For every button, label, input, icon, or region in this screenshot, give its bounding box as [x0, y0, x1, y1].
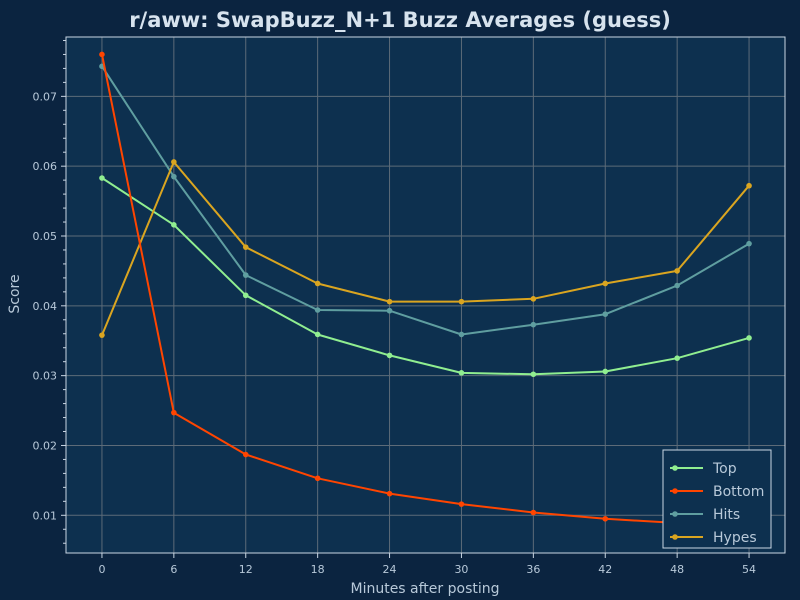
data-point-hypes: [171, 159, 177, 165]
data-point-top: [314, 331, 321, 338]
data-point-hits: [171, 173, 177, 180]
legend-marker: [672, 534, 678, 540]
data-point-hits: [458, 331, 465, 338]
y-tick-label: 0.07: [33, 90, 58, 103]
data-point-bottom: [99, 51, 105, 58]
x-tick-label: 0: [98, 563, 105, 576]
data-point-top: [386, 352, 393, 359]
legend-marker: [672, 465, 678, 471]
data-point-bottom: [242, 451, 249, 458]
series-top: [99, 175, 752, 378]
y-tick-label: 0.01: [33, 509, 58, 522]
y-tick-label: 0.02: [33, 439, 58, 452]
data-point-top: [746, 335, 752, 341]
data-point-hypes: [602, 280, 609, 287]
y-tick-label: 0.06: [33, 160, 58, 173]
data-point-bottom: [530, 509, 537, 516]
legend-marker: [672, 488, 678, 494]
data-point-hypes: [314, 280, 321, 287]
series-line-bottom: [101, 54, 750, 527]
x-axis-label: Minutes after posting: [350, 581, 499, 597]
data-point-top: [99, 175, 105, 181]
legend-marker: [672, 511, 678, 517]
series-hits: [99, 63, 752, 338]
legend-label: Bottom: [713, 484, 764, 500]
plot-frame: [65, 36, 786, 554]
legend: Top Bottom Hits Hypes: [662, 449, 772, 549]
data-point-hits: [314, 307, 321, 313]
series-line-hypes: [101, 161, 750, 336]
legend-item-top: Top: [670, 461, 737, 477]
legend-box: [662, 449, 772, 549]
x-tick-label: 30: [454, 563, 468, 576]
x-tick-label: 12: [239, 563, 253, 576]
data-point-hypes: [746, 182, 752, 189]
grid: [66, 37, 785, 553]
y-tick-label: 0.03: [33, 370, 58, 383]
series-line-hits: [101, 65, 750, 336]
x-tick-label: 42: [598, 563, 612, 576]
legend-label: Hits: [713, 507, 740, 523]
data-point-top: [242, 292, 249, 299]
data-point-hits: [386, 307, 393, 314]
data-point-hypes: [99, 332, 105, 338]
y-axis-label: Score: [7, 274, 23, 313]
x-tick-label: 36: [526, 563, 540, 576]
y-axis: 0.01 0.02 0.03 0.04 0.05 0.06 0.07: [33, 39, 66, 544]
x-tick-label: 6: [170, 563, 177, 576]
x-tick-label: 18: [311, 563, 325, 576]
data-point-hypes: [530, 296, 537, 302]
legend-label: Hypes: [713, 530, 757, 546]
data-point-hypes: [386, 298, 393, 305]
data-point-top: [530, 371, 537, 378]
x-axis: 0 6 12 18 24 30 36 42 48 54: [98, 553, 756, 576]
legend-item-hits: Hits: [670, 507, 740, 523]
data-point-hits: [530, 321, 537, 328]
data-point-top: [602, 368, 609, 375]
x-tick-label: 24: [383, 563, 397, 576]
chart-title: r/aww: SwapBuzz_N+1 Buzz Averages (guess…: [129, 8, 671, 32]
data-point-bottom: [386, 490, 393, 497]
data-point-hits: [746, 240, 752, 247]
series-line-top: [101, 177, 750, 376]
y-tick-label: 0.05: [33, 230, 58, 243]
data-point-top: [171, 222, 177, 228]
legend-label: Top: [712, 461, 737, 477]
data-point-bottom: [171, 409, 177, 416]
legend-item-hypes: Hypes: [670, 530, 757, 546]
data-point-hits: [674, 282, 680, 289]
x-tick-label: 48: [670, 563, 684, 576]
data-point-bottom: [458, 501, 465, 507]
series-hypes: [99, 159, 752, 338]
legend-item-bottom: Bottom: [670, 484, 764, 500]
data-point-bottom: [314, 475, 321, 482]
data-point-hits: [242, 272, 249, 278]
data-point-hits: [602, 311, 609, 318]
data-point-bottom: [602, 515, 609, 522]
data-point-hypes: [674, 268, 680, 274]
data-point-top: [674, 355, 680, 361]
data-point-hypes: [458, 298, 465, 305]
x-tick-label: 54: [742, 563, 756, 576]
data-point-top: [458, 370, 465, 376]
y-tick-label: 0.04: [33, 300, 58, 313]
series-layer: [99, 51, 752, 529]
data-point-hypes: [242, 244, 249, 250]
